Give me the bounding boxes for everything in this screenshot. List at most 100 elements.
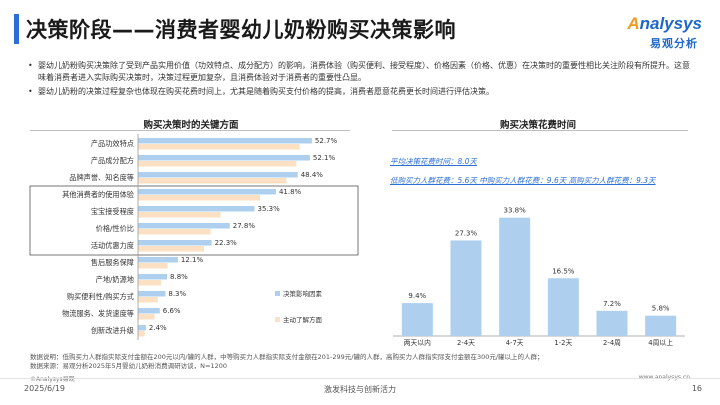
footer-copyright: ©Analysys易观: [30, 376, 75, 383]
bar-decision-factor: [138, 138, 312, 144]
logo-initial: A: [627, 14, 640, 33]
highlight-box: [29, 185, 359, 256]
chart1-title: 购买决策时的关键方面: [143, 120, 239, 131]
data-label: 6.6%: [163, 307, 181, 315]
bar-decision-time: [645, 315, 677, 336]
x-tick-label: 1-2天: [554, 339, 572, 347]
bar-active-understanding: [138, 144, 300, 150]
bar-active-understanding: [138, 161, 297, 167]
legend-label: 主动了解方面: [283, 315, 323, 324]
category-label: 物流服务、发货速度等: [62, 309, 134, 318]
bar-decision-time: [450, 240, 482, 336]
bullet-item: • 婴幼儿奶粉的决策过程复杂也体现在购买花费时间上，尤其是随着购买支付价格的提高，…: [26, 86, 691, 98]
title-accent-bar: [14, 14, 19, 44]
bar-active-understanding: [138, 263, 168, 269]
bar-decision-factor: [138, 308, 160, 314]
bar-decision-factor: [138, 274, 168, 280]
data-source: 数据来源：易观分析2025年5月婴幼儿奶粉消费调研访谈，N=1200: [30, 362, 228, 370]
legend-swatch: [275, 317, 280, 322]
category-label: 活动优惠力度: [91, 241, 134, 250]
category-label: 其他消费者的使用体验: [62, 190, 134, 199]
source-notes: 数据说明：低购买力人群指实际支付金额在200元以内/罐的人群，中等购买力人群指实…: [30, 353, 700, 371]
data-label: 5.8%: [652, 305, 670, 313]
data-label: 7.2%: [603, 300, 621, 308]
data-label: 35.3%: [257, 205, 280, 213]
analysys-logo: Analysys 易观分析: [616, 12, 702, 54]
category-label: 购买便利性/购买方式: [67, 292, 134, 301]
category-label: 价格/性价比: [96, 224, 134, 233]
footer-date: 2025/6/19: [24, 384, 66, 393]
data-label: 27.3%: [455, 229, 478, 237]
bar-decision-factor: [138, 291, 166, 297]
data-label: 48.4%: [301, 171, 324, 179]
category-label: 产地/奶源地: [96, 275, 134, 284]
bar-decision-factor: [138, 240, 212, 246]
footer-url: www.analysys.cn: [639, 374, 690, 381]
x-tick-label: 4-7天: [506, 339, 524, 347]
bar-decision-factor: [138, 206, 255, 212]
data-label: 9.4%: [408, 292, 426, 300]
x-tick-label: 4周以上: [648, 338, 673, 347]
legend-label: 决策影响因素: [283, 289, 323, 298]
bar-active-understanding: [138, 229, 211, 235]
chart1-title-divider: [30, 130, 350, 131]
x-tick-label: 两天以内: [404, 338, 431, 347]
bar-decision-factor: [138, 172, 298, 178]
data-label: 52.7%: [315, 137, 338, 145]
tier-decision-time-annotation: 低购买力人群花费：5.6天 中购买力人群花费：9.6天 高购买力人群花费：9.3…: [390, 176, 656, 185]
category-label: 创新改进升级: [91, 326, 134, 335]
bar-decision-factor: [138, 155, 310, 161]
x-tick-label: 2-4周: [603, 339, 621, 347]
bar-decision-time: [499, 217, 531, 336]
bar-active-understanding: [138, 280, 162, 286]
data-label: 8.3%: [168, 290, 186, 298]
data-label: 41.8%: [279, 188, 302, 196]
bar-active-understanding: [138, 212, 221, 218]
data-note: 数据说明：低购买力人群指实际支付金额在200元以内/罐的人群，中等购买力人群指实…: [30, 353, 544, 361]
footer-slogan: 激发科技与创新活力: [324, 385, 396, 394]
category-label: 品牌声誉、知名度等: [69, 173, 134, 182]
data-label: 12.1%: [181, 256, 204, 264]
category-label: 产品功效特点: [91, 139, 134, 148]
data-label: 8.8%: [170, 273, 188, 281]
footer-divider: [0, 378, 720, 379]
bar-active-understanding: [138, 314, 155, 320]
bar-active-understanding: [138, 246, 204, 252]
bar-active-understanding: [138, 178, 287, 184]
data-label: 52.1%: [313, 154, 336, 162]
bullet-text: 婴幼儿奶粉的决策过程复杂也体现在购买花费时间上，尤其是随着购买支付价格的提高，消…: [38, 87, 494, 96]
bar-decision-time: [596, 310, 628, 336]
data-label: 2.4%: [149, 324, 167, 332]
bar-decision-time: [547, 278, 579, 336]
bullet-item: • 婴幼儿奶粉购买决策除了受到产品实用价值（功效特点、成分配方）的影响，消费体验（…: [26, 60, 691, 84]
summary-bullets: • 婴幼儿奶粉购买决策除了受到产品实用价值（功效特点、成分配方）的影响，消费体验（…: [26, 60, 691, 100]
category-label: 产品成分配方: [91, 156, 134, 165]
data-label: 16.5%: [552, 267, 575, 275]
bar-decision-factor: [138, 189, 276, 195]
category-label: 售后服务保障: [91, 258, 134, 267]
logo-text: nalysys: [639, 14, 702, 33]
bullet-dot-icon: •: [28, 87, 33, 96]
data-label: 22.3%: [215, 239, 238, 247]
bullet-dot-icon: •: [28, 61, 33, 70]
bar-decision-factor: [138, 257, 178, 263]
logo-cn-text: 易观分析: [650, 37, 698, 50]
data-label: 27.8%: [233, 222, 256, 230]
bar-decision-factor: [138, 223, 230, 229]
category-label: 宝宝接受程度: [91, 207, 134, 216]
bullet-text: 婴幼儿奶粉购买决策除了受到产品实用价值（功效特点、成分配方）的影响，消费体验（购…: [38, 61, 690, 82]
bar-decision-factor: [138, 325, 146, 331]
chart2-title: 购买决策花费时间: [499, 120, 576, 131]
page-title: 决策阶段——消费者婴幼儿奶粉购买决策影响: [26, 18, 456, 42]
bar-active-understanding: [138, 195, 261, 201]
legend-swatch: [275, 291, 280, 296]
chart2-title-divider: [392, 130, 688, 131]
page-number: 16: [691, 384, 702, 393]
bar-decision-time: [401, 303, 433, 336]
bar-active-understanding: [138, 297, 158, 303]
bar-active-understanding: [138, 331, 145, 337]
x-tick-label: 2-4天: [457, 339, 475, 347]
avg-decision-time-annotation: 平均决策花费时间：8.0天: [390, 157, 477, 166]
data-label: 33.8%: [504, 207, 527, 215]
